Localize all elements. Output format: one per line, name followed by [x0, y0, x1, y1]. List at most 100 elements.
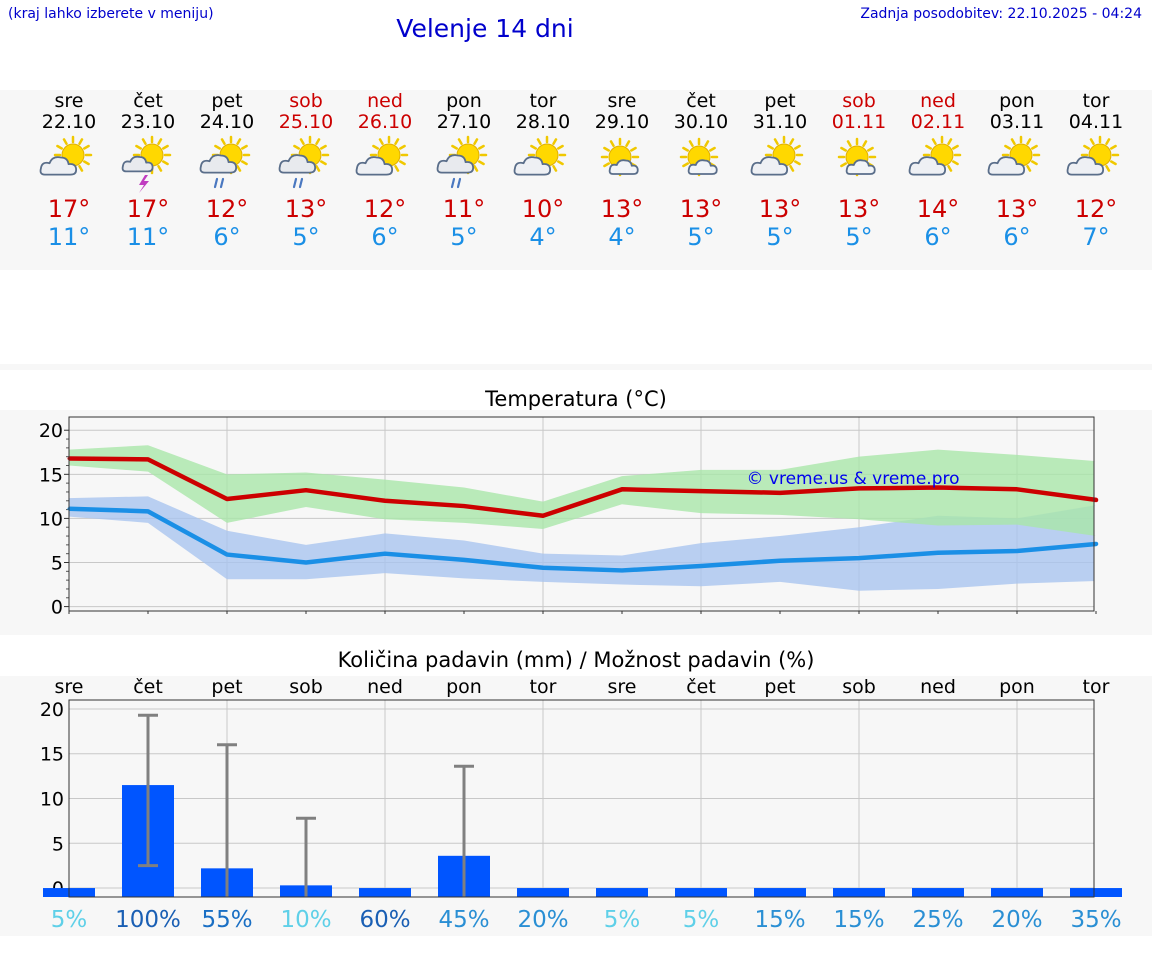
temperature-chart-title: Temperatura (°C) — [485, 387, 667, 411]
forecast-date: 30.10 — [673, 111, 729, 133]
location-hint: (kraj lahko izberete v meniju) — [8, 6, 214, 22]
x-category-label: ned — [920, 676, 956, 698]
precip-probability: 20% — [517, 907, 568, 933]
forecast-min-temp: 11° — [126, 223, 170, 251]
min-temp-line-point — [1094, 542, 1098, 546]
y-tick-label: 10 — [40, 789, 64, 811]
x-category-label: tor — [1083, 676, 1110, 698]
forecast-max-temp: 11° — [442, 195, 486, 223]
max-temp-line-point — [304, 488, 308, 492]
forecast-date: 22.10 — [41, 111, 97, 133]
min-temp-line-point — [778, 559, 782, 563]
min-temp-line-point — [541, 566, 545, 570]
forecast-day: sre 29.10 13° 4° — [583, 90, 662, 251]
x-category-label: čet — [686, 676, 716, 698]
forecast-day: ned 02.11 14° 6° — [899, 90, 978, 251]
forecast-min-temp: 4° — [608, 223, 636, 251]
forecast-day-name: pon — [446, 90, 482, 112]
temperature-chart: 0 5 10 15 20 © vreme.us & vreme.pro — [39, 416, 1099, 619]
forecast-max-temp: 13° — [679, 195, 723, 223]
forecast-day: pet 24.10 12° 6° — [188, 90, 267, 251]
forecast-day: tor 28.10 10° 4° — [504, 90, 583, 251]
x-category-label: pet — [211, 676, 242, 698]
partly-cloudy-icon — [1066, 135, 1119, 176]
forecast-date: 02.11 — [910, 111, 966, 133]
forecast-day-name: ned — [920, 90, 956, 112]
x-category-label: sob — [289, 676, 323, 698]
forecast-date: 27.10 — [436, 111, 492, 133]
temperature-chart-panel: 0 5 10 15 20 © vreme.us & vreme.pro — [0, 410, 1152, 635]
x-category-label: pon — [999, 676, 1035, 698]
min-temp-line-point — [146, 509, 150, 513]
forecast-day: čet 23.10 17° 11° — [109, 90, 188, 251]
forecast-date: 03.11 — [989, 111, 1045, 133]
precip-probability: 45% — [438, 907, 489, 933]
x-category-label: ned — [367, 676, 403, 698]
precip-probability: 15% — [833, 907, 884, 933]
forecast-min-temp: 5° — [450, 223, 478, 251]
forecast-day-name: sre — [54, 90, 84, 112]
max-temp-line-point — [620, 487, 624, 491]
forecast-date: 28.10 — [515, 111, 571, 133]
forecast-day-name: pon — [999, 90, 1035, 112]
x-category-label: sob — [842, 676, 876, 698]
y-tick-label: 5 — [51, 553, 63, 575]
forecast-day-name: tor — [529, 90, 557, 112]
forecast-day: čet 30.10 13° 5° — [662, 90, 741, 251]
x-category-label: pet — [764, 676, 795, 698]
forecast-strip: sre 22.10 17° 11° čet 23.10 17° 11° pet 24.10 12° 6… — [0, 90, 1152, 270]
forecast-day: sob 25.10 13° 5° — [267, 90, 346, 251]
forecast-day: ned 26.10 12° 6° — [346, 90, 425, 251]
precip-probability: 25% — [912, 907, 963, 933]
forecast-day: pet 31.10 13° 5° — [741, 90, 820, 251]
forecast-min-temp: 6° — [1003, 223, 1031, 251]
forecast-max-temp: 13° — [837, 195, 881, 223]
partly-cloudy-icon — [750, 135, 803, 176]
thunderstorm-icon — [121, 135, 171, 193]
min-temp-line-point — [699, 564, 703, 568]
precip-probability: 35% — [1070, 907, 1121, 933]
precip-bar — [517, 888, 569, 897]
forecast-day: pon 03.11 13° 6° — [978, 90, 1057, 251]
forecast-min-temp: 5° — [687, 223, 715, 251]
precip-probability: 5% — [51, 907, 88, 933]
forecast-min-temp: 6° — [924, 223, 952, 251]
max-temp-line-point — [383, 499, 387, 503]
forecast-max-temp: 13° — [758, 195, 802, 223]
forecast-day-name: pet — [764, 90, 796, 112]
min-temp-line-point — [936, 551, 940, 555]
max-temp-line-point — [1015, 487, 1019, 491]
y-tick-label: 5 — [52, 833, 64, 855]
partly-cloudy-icon — [513, 135, 566, 176]
forecast-date: 25.10 — [278, 111, 334, 133]
y-tick-label: 15 — [40, 744, 64, 766]
precip-bar — [833, 888, 885, 897]
forecast-max-temp: 14° — [916, 195, 960, 223]
forecast-date: 01.11 — [831, 111, 887, 133]
forecast-date: 04.11 — [1068, 111, 1124, 133]
forecast-max-temp: 17° — [47, 195, 91, 223]
rain-showers-icon — [199, 135, 250, 189]
forecast-min-temp: 4° — [529, 223, 557, 251]
forecast-min-temp: 5° — [292, 223, 320, 251]
forecast-day-name: čet — [133, 90, 163, 112]
partly-cloudy-icon — [355, 135, 408, 176]
y-tick-label: 15 — [39, 464, 63, 486]
max-temp-range-band — [69, 445, 1096, 537]
forecast-day-name: sob — [289, 90, 323, 112]
precip-probability: 55% — [201, 907, 252, 933]
max-temp-line-point — [1094, 498, 1098, 502]
mostly-sunny-icon — [600, 137, 639, 177]
precipitation-chart: sre čet pet sob ned pon tor sre čet pet sob ned pon t… — [40, 676, 1122, 933]
forecast-max-temp: 12° — [363, 195, 407, 223]
min-temp-line-point — [383, 552, 387, 556]
x-category-label: tor — [530, 676, 557, 698]
plot-frame — [68, 699, 1095, 898]
watermark: © vreme.us & vreme.pro — [746, 469, 959, 489]
forecast-day: pon 27.10 11° 5° — [425, 90, 504, 251]
forecast-date: 31.10 — [752, 111, 808, 133]
precip-probability: 100% — [115, 907, 181, 933]
forecast-min-temp: 11° — [47, 223, 91, 251]
forecast-min-temp: 5° — [845, 223, 873, 251]
y-tick-label: 0 — [51, 597, 63, 619]
